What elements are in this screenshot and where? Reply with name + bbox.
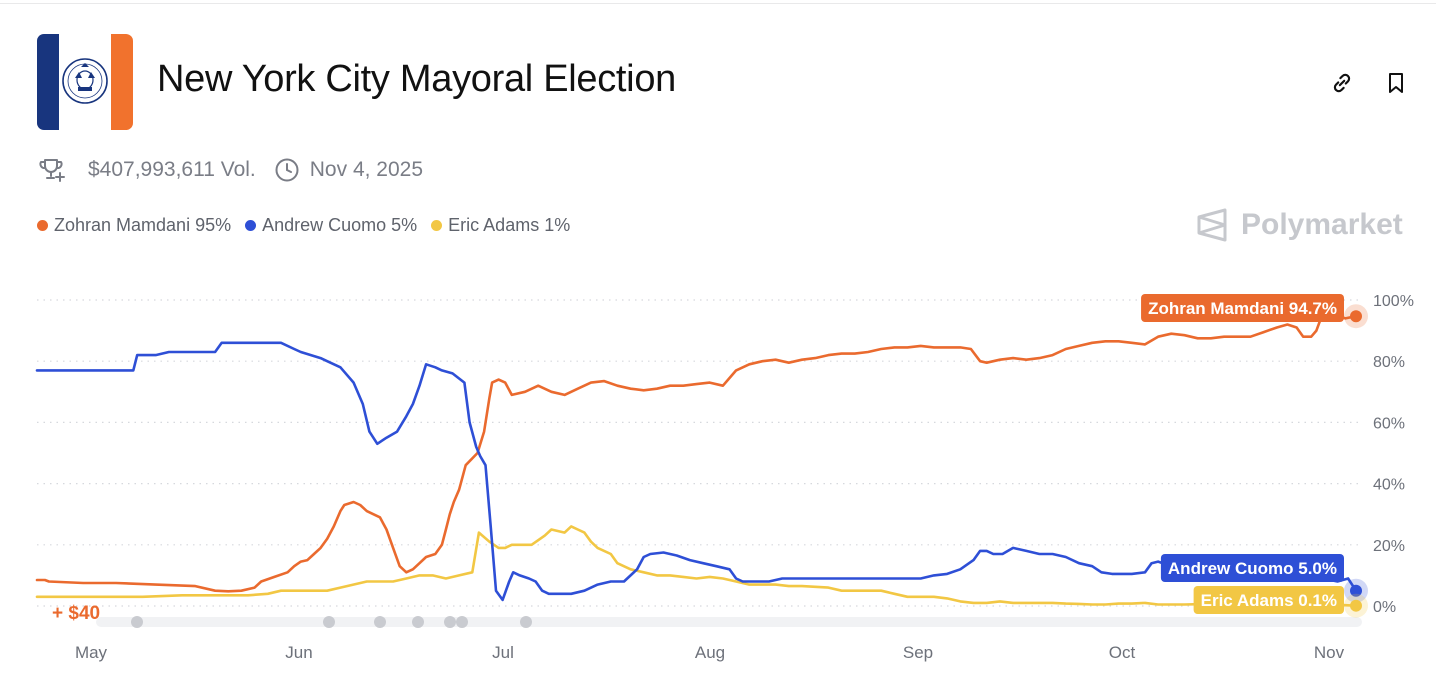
end-label-andrew-cuomo: Andrew Cuomo 5.0% [1160, 554, 1344, 582]
end-date-text: Nov 4, 2025 [309, 158, 424, 181]
link-icon [1333, 73, 1351, 93]
top-divider [0, 3, 1436, 4]
bookmark-button[interactable] [1381, 68, 1411, 98]
timeline-track [96, 617, 1362, 627]
legend-label: Eric Adams 1% [448, 215, 571, 235]
x-tick-label: May [75, 643, 108, 662]
end-label-eric-adams: Eric Adams 0.1% [1193, 586, 1344, 614]
y-tick-label: 80% [1373, 354, 1405, 371]
timeline-marker [456, 616, 468, 628]
x-tick-label: Sep [903, 643, 933, 662]
brand-name: Polymarket [1241, 208, 1403, 241]
timeline-marker [520, 616, 532, 628]
page-title: New York City Mayoral Election [157, 58, 676, 100]
x-tick-label: Oct [1109, 643, 1136, 662]
end-label-text: Zohran Mamdani 94.7% [1148, 299, 1337, 318]
copy-link-button[interactable] [1327, 68, 1357, 98]
nyc-seal-icon [62, 58, 108, 104]
endpoint-dot [1350, 599, 1362, 612]
y-tick-label: 100% [1373, 293, 1414, 310]
legend-dot [37, 220, 48, 231]
end-label-bg [1141, 294, 1344, 322]
x-tick-label: Jun [285, 643, 312, 662]
legend-item-cuomo[interactable]: Andrew Cuomo 5% [245, 215, 417, 236]
timeline-marker [444, 616, 456, 628]
end-label-zohran-mamdani: Zohran Mamdani 94.7% [1141, 294, 1344, 322]
profit-label: + $40 [52, 603, 100, 624]
market-meta: $407,993,611 Vol. Nov 4, 2025 [38, 155, 423, 185]
x-tick-label: Aug [695, 643, 725, 662]
legend-item-mamdani[interactable]: Zohran Mamdani 95% [37, 215, 231, 236]
end-label-bg [1160, 554, 1344, 582]
volume-text: $407,993,611 Vol. [88, 158, 256, 181]
y-tick-label: 40% [1373, 477, 1405, 494]
endpoint-dot [1350, 310, 1362, 323]
x-tick-label: Nov [1314, 643, 1345, 662]
bookmark-icon [1389, 73, 1403, 93]
chart-legend: Zohran Mamdani 95% Andrew Cuomo 5% Eric … [37, 215, 584, 236]
endpoint-dot [1350, 584, 1362, 597]
legend-dot [431, 220, 443, 231]
legend-label: Andrew Cuomo 5% [262, 215, 418, 235]
legend-dot [245, 220, 257, 231]
end-label-bg [1193, 586, 1344, 614]
timeline-marker [374, 616, 386, 628]
end-label-text: Eric Adams 0.1% [1201, 591, 1337, 610]
series-line-zohran-mamdani [35, 307, 1358, 593]
polymarket-watermark: Polymarket [1195, 207, 1403, 243]
x-tick-label: Jul [492, 643, 514, 662]
series-line-eric-adams [35, 525, 1358, 607]
y-tick-label: 0% [1373, 599, 1396, 616]
y-tick-label: 20% [1373, 538, 1405, 555]
timeline-marker [412, 616, 424, 628]
y-tick-label: 60% [1373, 415, 1405, 432]
clock-icon [274, 157, 300, 183]
trophy-icon [38, 156, 66, 184]
legend-label: Zohran Mamdani 95% [54, 215, 232, 235]
timeline-marker [323, 616, 335, 628]
nyc-flag-image [37, 34, 133, 130]
legend-item-adams[interactable]: Eric Adams 1% [431, 215, 570, 236]
timeline-marker [131, 616, 143, 628]
polymarket-logo-icon [1197, 208, 1227, 242]
series-line-andrew-cuomo [35, 341, 1358, 602]
end-label-text: Andrew Cuomo 5.0% [1168, 559, 1337, 578]
